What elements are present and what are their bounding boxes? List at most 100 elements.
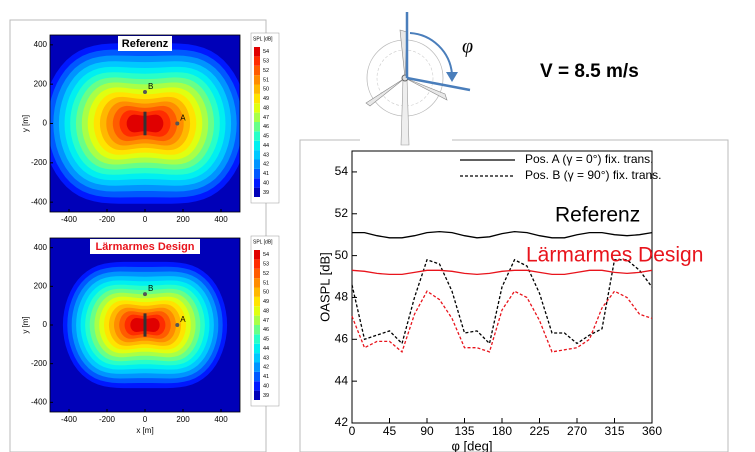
colorbar-label: 42 xyxy=(263,365,269,371)
title-bg xyxy=(118,36,172,51)
colorbar-swatch xyxy=(254,131,260,141)
blade xyxy=(365,77,406,107)
y-tick-label: 200 xyxy=(34,281,48,290)
colorbar-label: 41 xyxy=(263,374,269,380)
annotation: Referenz xyxy=(555,204,640,227)
y-axis-label: OASPL [dB] xyxy=(317,252,332,322)
x-tick-label: -400 xyxy=(61,215,78,224)
colorbar-label: 44 xyxy=(263,346,269,352)
arrow-head xyxy=(446,72,458,82)
colorbar-label: 46 xyxy=(263,327,269,333)
y-tick-label: 0 xyxy=(43,320,48,329)
x-tick-label: -400 xyxy=(61,415,78,424)
colorbar-label: 40 xyxy=(263,180,269,186)
colorbar-swatch xyxy=(254,371,260,382)
colorbar-label: 41 xyxy=(263,171,269,177)
annotation: Lärmarmes Design xyxy=(526,244,703,267)
colorbar-swatch xyxy=(254,381,260,391)
x-axis-label: φ [deg] xyxy=(452,438,493,452)
x-axis-label: x [m] xyxy=(136,426,153,435)
colorbar-swatch xyxy=(254,75,260,85)
colorbar-swatch xyxy=(254,150,260,160)
x-tick-label: 135 xyxy=(454,424,474,438)
x-tick-label: 360 xyxy=(642,424,662,438)
x-tick-label: 0 xyxy=(143,215,148,224)
colorbar-label: 52 xyxy=(263,68,269,74)
colorbar-swatch xyxy=(254,93,260,104)
x-tick-label: 225 xyxy=(529,424,549,438)
y-tick-label: 400 xyxy=(34,243,48,252)
x-tick-label: 315 xyxy=(604,424,624,438)
y-tick-label: 400 xyxy=(34,40,48,49)
probe-label: B xyxy=(148,284,153,293)
colorbar-label: 48 xyxy=(263,105,269,111)
colorbar-label: 50 xyxy=(263,290,269,296)
colorbar-label: 43 xyxy=(263,152,269,158)
y-tick-label: -400 xyxy=(31,197,48,206)
x-tick-label: 0 xyxy=(349,424,356,438)
turbine-marker xyxy=(143,111,147,136)
colorbar-swatch xyxy=(254,65,260,76)
colorbar-swatch xyxy=(254,122,260,132)
colorbar-title: SPL [dB] xyxy=(253,239,273,245)
y-tick-label: 50 xyxy=(335,248,349,262)
colorbar-label: 39 xyxy=(263,190,269,196)
colorbar-swatch xyxy=(254,343,260,354)
turbine-marker xyxy=(143,313,147,337)
colorbar-label: 53 xyxy=(263,59,269,65)
probe-label: B xyxy=(148,82,153,91)
contour-field xyxy=(50,238,240,412)
y-axis-label: y [m] xyxy=(21,115,30,132)
turbine-diagram: φ xyxy=(360,12,473,146)
blade-line xyxy=(406,76,471,92)
x-tick-label: 0 xyxy=(143,415,148,424)
colorbar-swatch xyxy=(254,390,260,400)
y-tick-label: -200 xyxy=(31,359,48,368)
colorbar-label: 54 xyxy=(263,49,269,55)
series-line xyxy=(351,258,653,345)
colorbar-label: 42 xyxy=(263,162,269,168)
speed-label: V = 8.5 m/s xyxy=(540,61,639,82)
x-tick-label: -200 xyxy=(99,415,116,424)
colorbar-swatch xyxy=(254,268,260,279)
colorbar-swatch xyxy=(254,178,260,188)
x-tick-label: 90 xyxy=(420,424,434,438)
colorbar-label: 43 xyxy=(263,355,269,361)
colorbar-label: 40 xyxy=(263,383,269,389)
y-tick-label: 200 xyxy=(34,79,48,88)
colorbar-swatch xyxy=(254,84,260,94)
colorbar-swatch xyxy=(254,140,260,151)
colorbar-swatch xyxy=(254,47,260,57)
legend-label: Pos. B (γ = 90°) fix. trans. xyxy=(525,168,662,182)
x-tick-label: 200 xyxy=(176,415,190,424)
x-tick-label: 400 xyxy=(214,415,228,424)
colorbar-swatch xyxy=(254,353,260,363)
probe-point xyxy=(175,121,180,126)
legend-label: Pos. A (γ = 0°) fix. trans. xyxy=(525,152,654,166)
angle-symbol: φ xyxy=(462,36,473,58)
colorbar-swatch xyxy=(254,315,260,325)
probe-label: A xyxy=(180,114,186,123)
y-tick-label: 0 xyxy=(43,119,48,128)
title-bg xyxy=(90,239,200,254)
colorbar-swatch xyxy=(254,56,260,66)
colorbar-swatch xyxy=(254,112,260,122)
colorbar-label: 46 xyxy=(263,124,269,130)
colorbar-label: 39 xyxy=(263,393,269,399)
colorbar-swatch xyxy=(254,306,260,316)
colorbar-label: 51 xyxy=(263,77,269,83)
probe-point xyxy=(175,323,180,327)
colorbar-label: 47 xyxy=(263,318,269,324)
colorbar-swatch xyxy=(254,159,260,169)
y-tick-label: -200 xyxy=(31,158,48,167)
colorbar-swatch xyxy=(254,287,260,297)
x-tick-label: 400 xyxy=(214,215,228,224)
colorbar-label: 53 xyxy=(263,262,269,268)
colorbar-title: SPL [dB] xyxy=(253,36,273,42)
angle-arc xyxy=(409,32,453,75)
colorbar-label: 47 xyxy=(263,115,269,121)
series-line xyxy=(352,230,653,239)
series-line xyxy=(351,290,653,354)
y-axis-label: y [m] xyxy=(21,316,30,333)
